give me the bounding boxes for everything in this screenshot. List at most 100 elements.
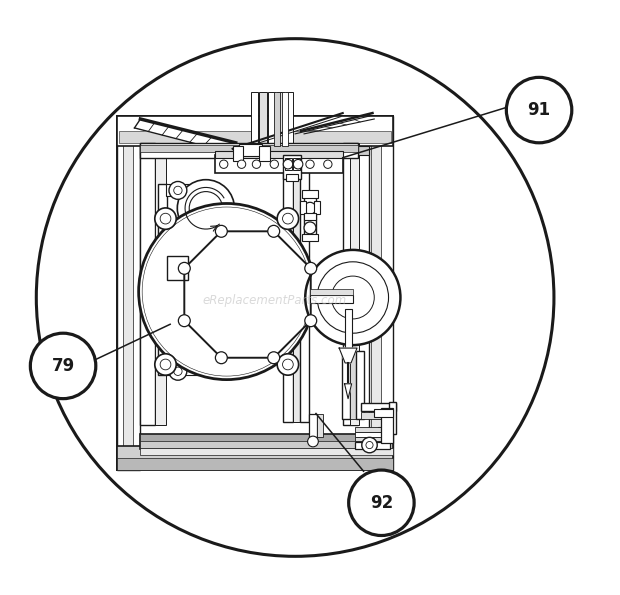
- Bar: [355, 432, 391, 437]
- Bar: [282, 92, 288, 146]
- Bar: [117, 458, 393, 470]
- Circle shape: [277, 354, 299, 375]
- Circle shape: [308, 436, 318, 447]
- Bar: [283, 155, 293, 422]
- Circle shape: [366, 441, 373, 449]
- Bar: [286, 92, 293, 146]
- Circle shape: [174, 186, 182, 195]
- Bar: [300, 201, 306, 214]
- Circle shape: [507, 77, 572, 143]
- Bar: [345, 309, 352, 348]
- Bar: [167, 256, 188, 280]
- Circle shape: [179, 262, 190, 274]
- Bar: [158, 184, 167, 375]
- Bar: [300, 155, 309, 422]
- Bar: [140, 434, 393, 449]
- Circle shape: [283, 213, 293, 224]
- Bar: [314, 201, 320, 214]
- Circle shape: [30, 333, 96, 399]
- Bar: [355, 427, 391, 432]
- Bar: [310, 289, 353, 295]
- Bar: [285, 158, 292, 170]
- Text: 79: 79: [51, 357, 74, 375]
- Bar: [374, 409, 393, 416]
- Bar: [277, 92, 285, 146]
- Bar: [303, 190, 317, 198]
- Bar: [343, 143, 358, 425]
- Bar: [117, 116, 393, 470]
- Bar: [310, 295, 353, 303]
- Circle shape: [37, 39, 554, 556]
- Circle shape: [252, 160, 260, 168]
- Circle shape: [174, 367, 182, 375]
- Polygon shape: [339, 348, 357, 363]
- Circle shape: [268, 226, 280, 237]
- Bar: [350, 143, 360, 425]
- Bar: [259, 146, 270, 161]
- Polygon shape: [345, 384, 352, 399]
- Bar: [140, 146, 370, 155]
- Circle shape: [219, 160, 228, 168]
- Bar: [381, 408, 393, 443]
- Bar: [304, 196, 316, 238]
- Circle shape: [155, 354, 176, 375]
- Circle shape: [283, 359, 293, 370]
- Bar: [259, 92, 267, 146]
- Bar: [283, 155, 301, 178]
- Polygon shape: [135, 119, 236, 152]
- Circle shape: [288, 160, 296, 168]
- Bar: [356, 351, 364, 419]
- Circle shape: [160, 359, 171, 370]
- Bar: [215, 155, 343, 173]
- Circle shape: [277, 208, 299, 229]
- Circle shape: [305, 250, 401, 345]
- Bar: [274, 92, 280, 146]
- Bar: [371, 119, 381, 467]
- Bar: [361, 412, 396, 419]
- Circle shape: [160, 213, 171, 224]
- Bar: [286, 174, 298, 181]
- Bar: [350, 351, 356, 419]
- Circle shape: [324, 160, 332, 168]
- Circle shape: [293, 159, 303, 169]
- Circle shape: [332, 276, 374, 319]
- Circle shape: [304, 222, 316, 234]
- Circle shape: [305, 315, 317, 327]
- Bar: [155, 143, 166, 425]
- Bar: [268, 92, 275, 146]
- Circle shape: [283, 159, 293, 169]
- Bar: [250, 92, 258, 146]
- Circle shape: [215, 352, 228, 364]
- Circle shape: [306, 160, 314, 168]
- Circle shape: [169, 181, 187, 199]
- Bar: [117, 446, 393, 470]
- Bar: [166, 184, 202, 196]
- Bar: [355, 437, 391, 441]
- Bar: [303, 234, 317, 241]
- Bar: [317, 414, 323, 437]
- Circle shape: [179, 315, 190, 327]
- Text: 91: 91: [528, 101, 551, 119]
- Bar: [140, 145, 358, 152]
- Bar: [304, 213, 316, 220]
- Circle shape: [155, 208, 176, 229]
- Circle shape: [237, 160, 246, 168]
- Circle shape: [169, 362, 187, 380]
- Text: eReplacementParts.com: eReplacementParts.com: [202, 294, 347, 307]
- Bar: [117, 116, 393, 146]
- Circle shape: [189, 192, 223, 225]
- Circle shape: [177, 180, 234, 237]
- Bar: [123, 119, 133, 467]
- Bar: [215, 151, 343, 158]
- Circle shape: [348, 470, 414, 536]
- Circle shape: [268, 352, 280, 364]
- Circle shape: [304, 202, 316, 214]
- Text: 92: 92: [370, 494, 393, 512]
- Bar: [232, 146, 244, 161]
- Bar: [140, 143, 155, 425]
- Bar: [140, 143, 358, 158]
- Bar: [378, 427, 391, 434]
- Bar: [293, 158, 301, 170]
- Bar: [355, 442, 391, 449]
- Circle shape: [317, 262, 389, 333]
